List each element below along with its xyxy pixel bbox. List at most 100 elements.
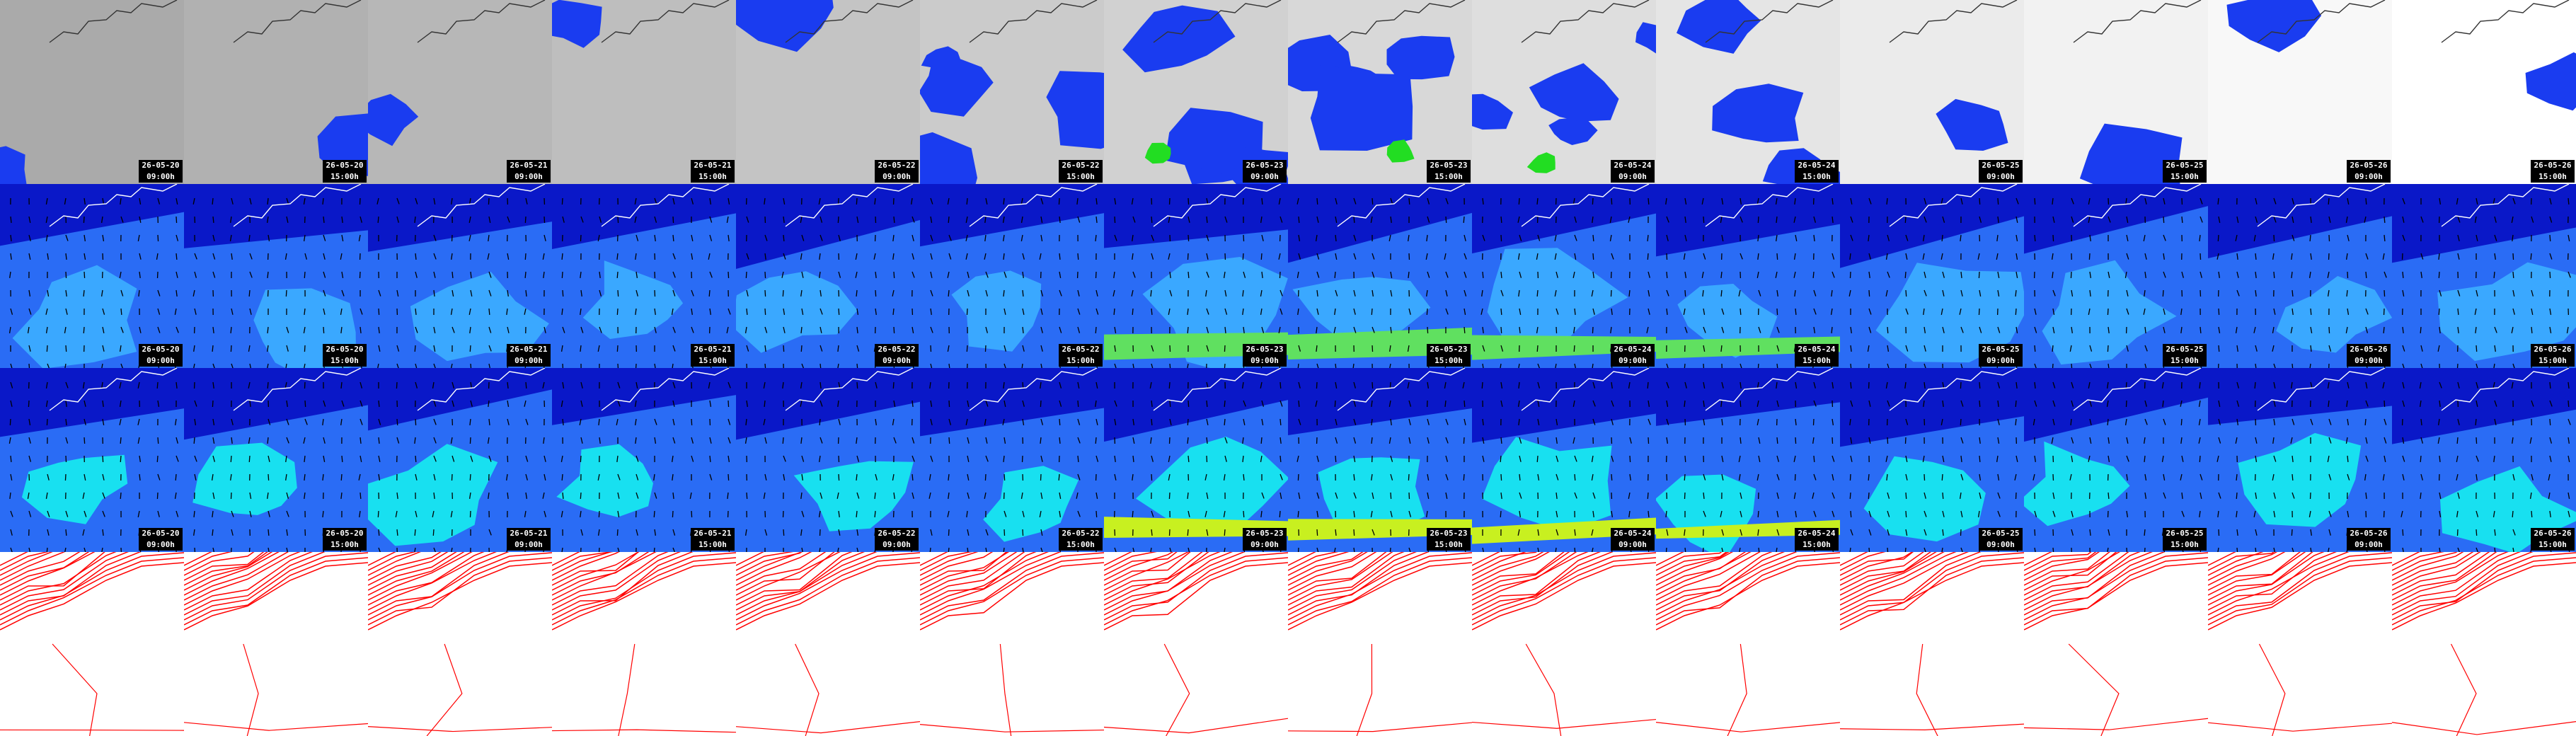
wind-arrow [525, 381, 527, 389]
wind-arrow [1756, 381, 1759, 389]
isobar [552, 552, 650, 596]
wind-arrow [488, 492, 490, 500]
isobar [2392, 552, 2474, 586]
wind-arrow [1572, 197, 1575, 205]
isobar [0, 557, 184, 626]
wind-arrow [1188, 510, 1190, 517]
wind-arrow [2292, 418, 2295, 425]
wind-arrow [691, 289, 694, 297]
wind-arrow [249, 271, 253, 278]
wind-arrow [1169, 400, 1171, 408]
wind-arrow [102, 197, 105, 205]
wind-arrow [1537, 547, 1539, 552]
wind-arrow [2476, 381, 2479, 389]
wind-arrow [2255, 363, 2257, 368]
wind-arrow [654, 197, 657, 205]
wind-arrow [1243, 400, 1246, 407]
wind-arrow [488, 363, 490, 368]
label-box [1611, 160, 1655, 183]
wind-arrow [985, 547, 987, 552]
wind-arrow [544, 473, 546, 481]
wind-arrow [560, 400, 563, 407]
wind-arrow [2181, 216, 2183, 224]
wind-arrow [1776, 381, 1778, 389]
wind-arrow [1407, 234, 1410, 241]
wind-arrow [1832, 271, 1835, 278]
wind-arrow [1776, 492, 1779, 499]
wind-arrow [1997, 381, 2001, 389]
wind-arrow [1316, 289, 1318, 297]
wind-arrow [1445, 492, 1448, 499]
wind-arrow [1445, 289, 1448, 297]
wind-arrow [1206, 308, 1209, 315]
wind-arrow [616, 418, 619, 425]
isobar [920, 552, 994, 581]
wind-arrow [1537, 381, 1541, 389]
wind-arrow [65, 510, 69, 517]
wind-arrow [1298, 492, 1301, 499]
wind-arrow [783, 529, 785, 536]
wind-arrow [378, 547, 381, 552]
wind-arrow [1389, 547, 1391, 552]
time-label: 15:00h [2538, 356, 2567, 365]
wind-arrow [1059, 437, 1061, 444]
isobar [1104, 552, 1178, 576]
wind-arrow [2347, 473, 2350, 481]
wind-arrow [1684, 271, 1687, 278]
wind-arrow [1519, 492, 1522, 499]
isobar [552, 552, 614, 571]
wind-arrow [1960, 418, 1962, 426]
coastline [233, 184, 362, 227]
wind-arrow [653, 510, 655, 518]
wind-arrow [764, 400, 766, 408]
wind-arrow [2531, 510, 2533, 518]
wind-arrow [1224, 289, 1227, 297]
wind-arrow [2476, 473, 2478, 481]
wind-arrow [1905, 473, 1908, 481]
wind-arrow [1353, 216, 1355, 224]
wind-arrow [1666, 234, 1669, 241]
wind-arrow [377, 510, 379, 518]
wind-arrow [2016, 197, 2019, 205]
wind-arrow [1131, 289, 1134, 297]
wind-arrow [728, 381, 731, 389]
wind-arrow [1040, 400, 1042, 408]
wind-arrow [1739, 547, 1741, 552]
wind-arrow [1795, 381, 1798, 389]
wind-arrow [856, 326, 858, 334]
pressure-background [1288, 552, 1472, 736]
wind-arrow [1554, 234, 1557, 241]
wind-arrow [1960, 271, 1962, 279]
wind-arrow [1372, 289, 1374, 297]
wind-arrow [452, 400, 455, 407]
wind-arrow [28, 418, 31, 425]
wind-arrow [1756, 197, 1759, 205]
wind-arrow [1205, 289, 1207, 297]
wind-arrow [1648, 197, 1650, 205]
time-label: 15:00h [2170, 540, 2199, 549]
wind-arrow [174, 492, 177, 499]
wind-arrow [1628, 510, 1631, 518]
wind-band-strong [951, 270, 1042, 352]
wind-arrow [137, 418, 140, 425]
wind-arrow [1040, 455, 1043, 462]
wind-arrow [947, 271, 950, 278]
wind-arrow [544, 216, 546, 224]
wind-arrow [728, 308, 731, 315]
wind-arrow [157, 400, 160, 407]
wind-arrow [1812, 418, 1815, 426]
wind-arrow [1904, 216, 1907, 224]
wind-arrow [1389, 345, 1391, 352]
label-box [691, 528, 735, 551]
wind-arrow [2345, 326, 2348, 333]
wind-arrow [1942, 381, 1945, 389]
wind-arrow [2512, 271, 2514, 279]
wind-arrow [468, 492, 471, 499]
wind-arrow [1335, 437, 1338, 444]
wind-arrow [1924, 473, 1926, 481]
wind-arrow [2124, 418, 2127, 425]
wind-arrow [1849, 492, 1851, 500]
